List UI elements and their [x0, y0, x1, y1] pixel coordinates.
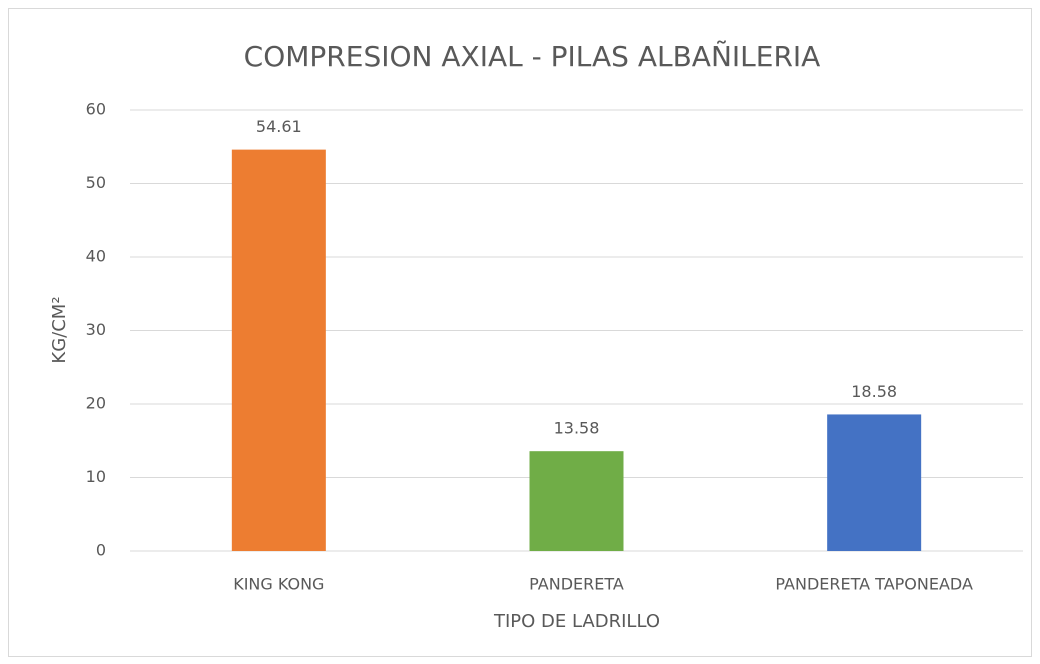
data-label: 13.58 — [554, 419, 600, 438]
bar — [231, 149, 326, 551]
y-tick-label: 0 — [96, 541, 106, 560]
y-tick-label: 10 — [86, 467, 106, 486]
y-axis-label: KG/CM² — [49, 296, 70, 363]
bar — [529, 451, 624, 551]
x-tick-label: PANDERETA — [529, 575, 624, 594]
bar — [827, 414, 922, 551]
y-tick-label: 30 — [86, 320, 106, 339]
x-axis-label: TIPO DE LADRILLO — [493, 611, 660, 632]
y-tick-label: 60 — [86, 100, 106, 119]
data-label: 54.61 — [256, 117, 302, 136]
y-tick-label: 50 — [86, 173, 106, 192]
x-tick-label: PANDERETA TAPONEADA — [775, 575, 973, 594]
chart-border — [8, 8, 1032, 657]
y-tick-label: 20 — [86, 394, 106, 413]
y-tick-label: 40 — [86, 247, 106, 266]
x-tick-label: KING KONG — [233, 575, 324, 594]
chart-title: COMPRESION AXIAL - PILAS ALBAÑILERIA — [244, 40, 821, 73]
data-label: 18.58 — [851, 382, 897, 401]
